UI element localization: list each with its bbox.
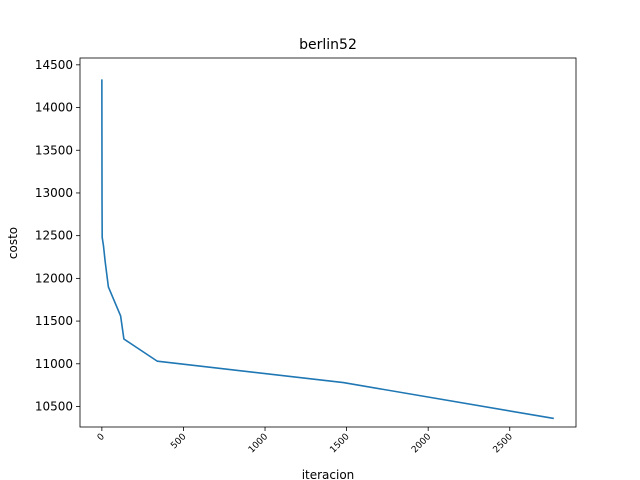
- x-tick-label: 2500: [492, 432, 515, 455]
- y-tick-label: 13500: [35, 143, 73, 157]
- y-tick-label: 11500: [35, 314, 73, 328]
- x-tick-label: 2000: [410, 432, 433, 455]
- x-tick-label: 1000: [247, 432, 270, 455]
- y-tick-label: 11000: [35, 357, 73, 371]
- plot-background: [80, 58, 576, 427]
- x-axis-label: iteracion: [302, 468, 355, 480]
- y-tick-label: 13000: [35, 186, 73, 200]
- y-tick-label: 14000: [35, 101, 73, 115]
- y-tick-label: 10500: [35, 400, 73, 414]
- x-axis: 0 500 1000 1500 2000 2500: [96, 427, 515, 455]
- y-tick-label: 12500: [35, 229, 73, 243]
- chart-title: berlin52: [299, 37, 357, 53]
- y-axis-label: costo: [6, 227, 20, 259]
- x-tick-label: 500: [169, 432, 188, 451]
- plot-frame: [79, 57, 577, 428]
- y-tick-label: 14500: [35, 58, 73, 72]
- x-tick-label: 0: [96, 432, 107, 443]
- y-tick-label: 12000: [35, 271, 73, 285]
- y-axis: 10500 11000 11500 12000 12500 13000 13500 14000…: [35, 58, 80, 414]
- x-tick-label: 1500: [328, 432, 351, 455]
- series-line: [101, 79, 554, 420]
